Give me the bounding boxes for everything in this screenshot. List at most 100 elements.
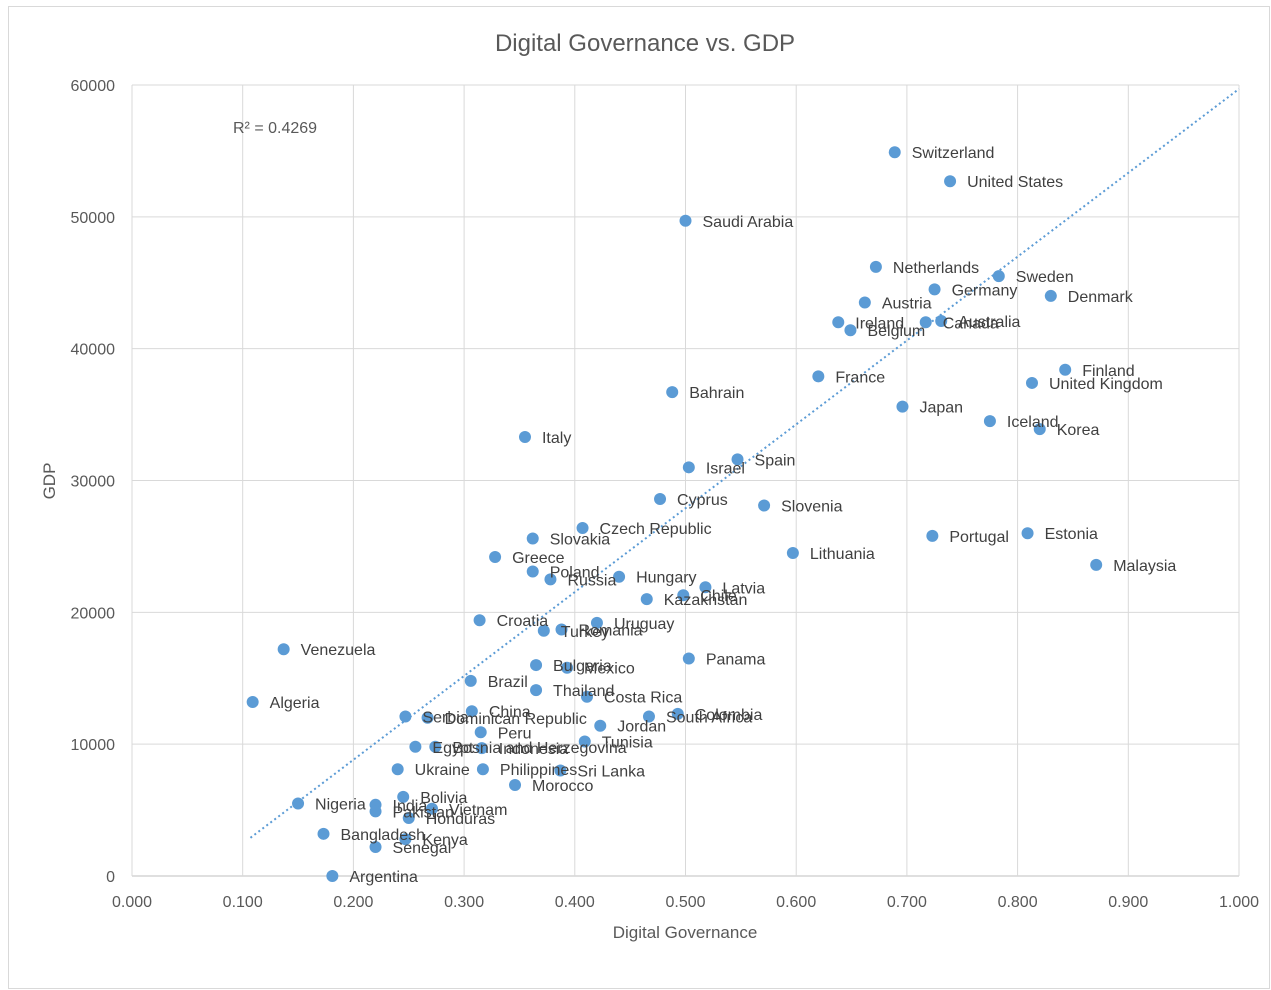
- data-label: Bolivia: [420, 790, 467, 807]
- data-label: Russia: [567, 572, 616, 589]
- data-point: [832, 316, 845, 329]
- x-axis-ticks: 0.000 0.100 0.200 0.300 0.400 0.500 0.600 0.700…: [112, 894, 1259, 911]
- data-point: [397, 790, 410, 803]
- data-label: Japan: [919, 400, 963, 417]
- data-point: [561, 661, 574, 674]
- data-point: [935, 314, 948, 327]
- data-point: [679, 214, 692, 227]
- data-point: [464, 674, 477, 687]
- data-point: [1090, 558, 1103, 571]
- data-point: [919, 316, 932, 329]
- data-point: [926, 529, 939, 542]
- data-point: [402, 811, 415, 824]
- data-point: [421, 711, 434, 724]
- data-label: Bosnia and Herzegovina: [452, 740, 626, 757]
- data-label: Malaysia: [1113, 558, 1176, 575]
- data-label: Romania: [579, 622, 643, 639]
- y-tick-label: 10000: [71, 737, 116, 754]
- data-label: Denmark: [1068, 289, 1134, 306]
- y-tick-label: 50000: [71, 210, 116, 227]
- data-point: [317, 827, 330, 840]
- data-label: Iceland: [1007, 414, 1059, 431]
- data-labels: Switzerland United States Saudi Arabia Neth…: [270, 145, 1177, 886]
- data-point: [1059, 363, 1072, 376]
- y-tick-label: 0: [106, 869, 115, 886]
- data-point: [869, 260, 882, 273]
- data-point: [1033, 423, 1046, 436]
- data-label: Canada: [943, 315, 999, 332]
- data-point: [992, 270, 1005, 283]
- data-label: Slovenia: [781, 499, 842, 516]
- data-label: Sri Lanka: [577, 764, 645, 781]
- data-label: India: [393, 798, 428, 815]
- data-label: Bangladesh: [341, 827, 426, 844]
- data-point: [888, 146, 901, 159]
- data-label: Jordan: [617, 719, 666, 736]
- data-label: Switzerland: [912, 145, 995, 162]
- data-point: [526, 565, 539, 578]
- data-point: [429, 740, 442, 753]
- data-point: [896, 400, 909, 413]
- x-tick-label: 0.900: [1108, 894, 1148, 911]
- data-point: [473, 614, 486, 627]
- data-label: Chile: [700, 588, 737, 605]
- x-tick-label: 0.300: [444, 894, 484, 911]
- data-label: Bulgaria: [553, 658, 612, 675]
- data-label: China: [489, 704, 531, 721]
- data-point: [555, 623, 568, 636]
- data-point: [578, 735, 591, 748]
- data-point: [682, 652, 695, 665]
- data-label: Egypt: [432, 740, 473, 757]
- data-point: [399, 710, 412, 723]
- data-point: [666, 386, 679, 399]
- data-point: [654, 492, 667, 505]
- data-point: [671, 707, 684, 720]
- y-axis-title: GDP: [40, 463, 59, 500]
- data-point: [844, 324, 857, 337]
- data-label: Serbia: [422, 709, 468, 726]
- data-point: [509, 779, 522, 792]
- data-label: Spain: [755, 452, 796, 469]
- data-label: Estonia: [1045, 526, 1098, 543]
- data-point: [465, 705, 478, 718]
- data-label: Peru: [498, 725, 532, 742]
- data-label: Bahrain: [689, 385, 744, 402]
- data-point: [576, 521, 589, 534]
- data-point: [1044, 289, 1057, 302]
- data-label: Indonesia: [499, 741, 568, 758]
- data-point: [369, 840, 382, 853]
- data-point: [594, 719, 607, 732]
- data-point: [858, 296, 871, 309]
- data-label: Senegal: [393, 840, 452, 857]
- data-point: [640, 593, 653, 606]
- data-label: Mexico: [584, 661, 635, 678]
- data-label: Algeria: [270, 695, 320, 712]
- data-point: [474, 726, 487, 739]
- data-point: [530, 659, 543, 672]
- x-tick-label: 0.600: [776, 894, 816, 911]
- data-point: [983, 415, 996, 428]
- data-label: Netherlands: [893, 260, 979, 277]
- data-label: Israel: [706, 460, 745, 477]
- x-tick-label: 0.100: [223, 894, 263, 911]
- data-point: [1025, 376, 1038, 389]
- data-label: Saudi Arabia: [703, 214, 794, 231]
- chart-title: Digital Governance vs. GDP: [495, 30, 795, 57]
- data-label: Slovakia: [550, 532, 611, 549]
- data-point: [677, 589, 690, 602]
- data-label: Italy: [542, 430, 571, 447]
- y-axis-ticks: 0 10000 20000 30000 40000 50000 60000: [71, 78, 116, 886]
- y-tick-label: 40000: [71, 342, 116, 359]
- x-axis-title: Digital Governance: [613, 923, 758, 942]
- data-label: Morocco: [532, 778, 593, 795]
- data-point: [475, 742, 488, 755]
- data-point: [786, 547, 799, 560]
- data-point: [369, 805, 382, 818]
- data-point: [425, 802, 438, 815]
- data-point: [326, 870, 339, 882]
- data-label: Panama: [706, 651, 766, 668]
- data-point: [391, 763, 404, 776]
- data-label: Kazakhstan: [664, 592, 748, 609]
- data-label: Ukraine: [415, 762, 470, 779]
